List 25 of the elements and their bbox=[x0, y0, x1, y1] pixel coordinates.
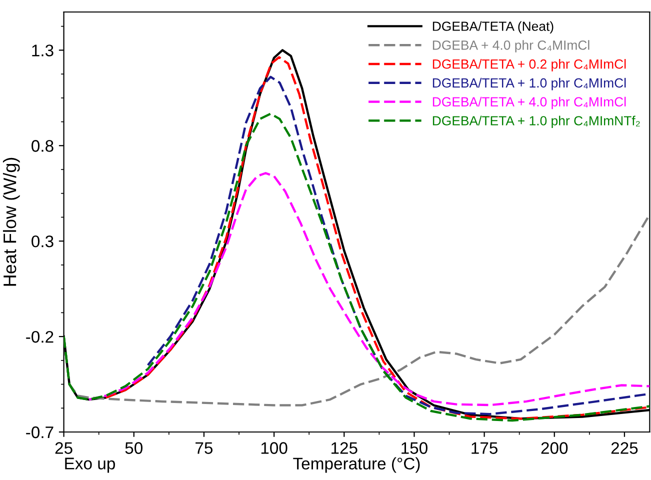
y-tick-label: 0.3 bbox=[32, 235, 54, 248]
line-series bbox=[64, 112, 650, 422]
text: Exo up bbox=[65, 458, 115, 473]
legend-label: DGEBA/TETA (Neat) bbox=[432, 21, 554, 34]
legend-label: DGEBA/TETA + 4.0 phr C₄MImCl bbox=[432, 96, 626, 110]
line-series bbox=[88, 172, 650, 406]
legend-label: DGEBA/TETA + 0.2 phr C₄MImCl bbox=[432, 59, 626, 72]
x-tick-label: 225 bbox=[611, 442, 638, 454]
x-tick-label: 50 bbox=[125, 442, 142, 454]
y-tick-label: -0.2 bbox=[26, 330, 54, 343]
x-tick-label: 175 bbox=[472, 442, 498, 454]
legend-label: DGEBA/TETA + 1.0 phr C₄MImNTf₂ bbox=[432, 116, 640, 128]
y-tick-label: -0.7 bbox=[26, 426, 54, 438]
y-tick-label: 0.8 bbox=[32, 140, 54, 152]
x-tick-label: 125 bbox=[332, 442, 358, 454]
y-tick-label: 1.3 bbox=[32, 44, 54, 56]
x-axis-title: Temperature (°C) bbox=[293, 457, 420, 473]
x-tick-label: 200 bbox=[541, 442, 568, 454]
legend-label: DGEBA/TETA + 1.0 phr C₄MImCl bbox=[432, 78, 626, 90]
y-axis-title: Heat Flow (W/g) bbox=[2, 158, 20, 286]
x-tick-label: 25 bbox=[55, 442, 72, 454]
x-tick-label: 150 bbox=[402, 442, 428, 454]
legend-label: DGEBA + 4.0 phr C₄MImCl bbox=[432, 40, 590, 52]
x-tick-label: 100 bbox=[261, 442, 288, 454]
x-tick-label: 75 bbox=[196, 442, 213, 454]
